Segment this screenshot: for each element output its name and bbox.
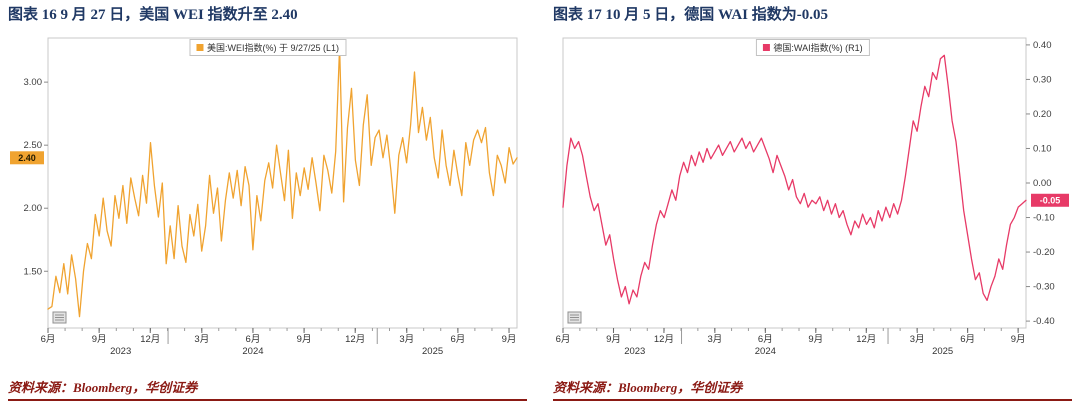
svg-text:6月: 6月 — [246, 334, 261, 345]
svg-text:12月: 12月 — [856, 334, 876, 345]
svg-text:-0.20: -0.20 — [1033, 247, 1055, 258]
svg-text:0.10: 0.10 — [1033, 143, 1052, 154]
svg-text:2024: 2024 — [242, 346, 263, 357]
svg-text:-0.05: -0.05 — [1040, 195, 1061, 205]
chart-area-us-wei: 3.00 2.50 2.00 1.50 6月 9月 12月 3月 6月 9月 12月 3月 6月 9月 20… — [8, 32, 527, 358]
legend-germany-wai: 德国:WAI指数(%) (R1) — [755, 38, 870, 56]
svg-text:2023: 2023 — [110, 346, 131, 357]
svg-text:12月: 12月 — [140, 334, 160, 345]
panel-germany-wai: 图表 17 10 月 5 日，德国 WAI 指数为-0.05 0.40 0.30 0… — [553, 6, 1072, 401]
svg-text:2024: 2024 — [755, 346, 776, 357]
panel-us-wei: 图表 16 9 月 27 日，美国 WEI 指数升至 2.40 3.00 2.50… — [8, 6, 527, 401]
svg-text:2023: 2023 — [624, 346, 645, 357]
svg-text:6月: 6月 — [451, 334, 466, 345]
svg-text:3月: 3月 — [194, 334, 209, 345]
svg-text:3.00: 3.00 — [24, 77, 43, 88]
svg-text:12月: 12月 — [654, 334, 674, 345]
line-plot-germany-wai: 0.40 0.30 0.20 0.10 0.00 -0.10 -0.20 -0.30 -0.40… — [556, 37, 1069, 357]
legend-label: 美国:WEI指数(%) 于 9/27/25 (L1) — [206, 42, 340, 53]
svg-text:9月: 9月 — [1011, 334, 1026, 345]
svg-text:3月: 3月 — [707, 334, 722, 345]
chart-title-germany-wai: 图表 17 10 月 5 日，德国 WAI 指数为-0.05 — [553, 7, 829, 23]
legend-label: 德国:WAI指数(%) (R1) — [773, 42, 863, 53]
svg-text:3月: 3月 — [399, 334, 414, 345]
svg-text:9月: 9月 — [92, 334, 107, 345]
svg-text:2.50: 2.50 — [24, 140, 43, 151]
chart-area-germany-wai: 0.40 0.30 0.20 0.10 0.00 -0.10 -0.20 -0.30 -0.40… — [553, 32, 1072, 358]
svg-text:9月: 9月 — [297, 334, 312, 345]
svg-text:9月: 9月 — [502, 334, 517, 345]
svg-text:2025: 2025 — [422, 346, 443, 357]
source-text-right: 资料来源：Bloomberg，华创证券 — [553, 380, 743, 395]
svg-text:0.00: 0.00 — [1033, 178, 1052, 189]
svg-text:2.40: 2.40 — [18, 153, 36, 163]
svg-text:3月: 3月 — [910, 334, 925, 345]
chart-tool-icon — [52, 311, 67, 324]
svg-text:12月: 12月 — [345, 334, 365, 345]
chart-tool-icon — [567, 311, 582, 324]
svg-text:-0.40: -0.40 — [1033, 316, 1055, 327]
svg-text:0.20: 0.20 — [1033, 109, 1052, 120]
svg-text:-0.10: -0.10 — [1033, 212, 1055, 223]
svg-text:2025: 2025 — [932, 346, 953, 357]
svg-text:6月: 6月 — [960, 334, 975, 345]
chart-title-us-wei: 图表 16 9 月 27 日，美国 WEI 指数升至 2.40 — [8, 7, 298, 23]
svg-text:9月: 9月 — [808, 334, 823, 345]
legend-swatch-icon — [762, 43, 770, 51]
legend-us-wei: 美国:WEI指数(%) 于 9/27/25 (L1) — [188, 38, 347, 56]
svg-text:2.00: 2.00 — [24, 203, 43, 214]
source-text-left: 资料来源：Bloomberg，华创证券 — [8, 380, 198, 395]
svg-text:6月: 6月 — [758, 334, 773, 345]
svg-text:1.50: 1.50 — [24, 266, 43, 277]
svg-text:6月: 6月 — [41, 334, 56, 345]
svg-text:0.30: 0.30 — [1033, 74, 1052, 85]
svg-text:9月: 9月 — [606, 334, 621, 345]
svg-text:-0.30: -0.30 — [1033, 281, 1055, 292]
svg-text:0.40: 0.40 — [1033, 40, 1052, 51]
legend-swatch-icon — [195, 43, 203, 51]
svg-text:6月: 6月 — [556, 334, 571, 345]
